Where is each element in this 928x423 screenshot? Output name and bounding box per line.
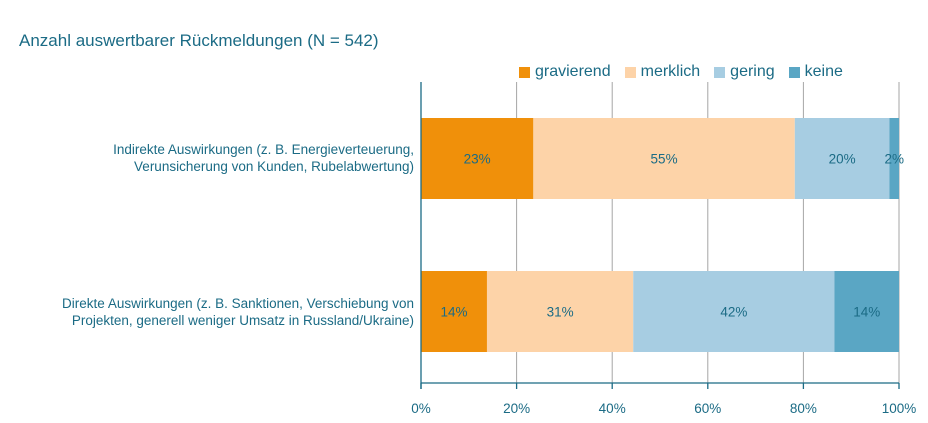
legend-swatch-keine [788, 66, 800, 78]
bar-merklich-1 [486, 271, 634, 352]
x-tick-label: 0% [411, 401, 431, 416]
x-tick-label: 40% [599, 401, 626, 416]
legend-item-gravierend: gravierend [519, 63, 611, 81]
legend-label-gering: gering [730, 63, 775, 80]
bar-merklich-0 [533, 118, 795, 199]
category-label-direct-line1: Direkte Auswirkungen (z. B. Sanktionen, … [62, 296, 414, 311]
chart-title: Anzahl auswertbarer Rückmeldungen (N = 5… [19, 31, 379, 50]
data-label-keine-0: 2% [884, 152, 904, 167]
legend-label-merklich: merklich [640, 63, 701, 80]
category-label-indirect-line1: Indirekte Auswirkungen (z. B. Energiever… [113, 142, 414, 157]
legend: gravierend merklich gering keine [519, 63, 843, 81]
data-label-gering-0: 20% [829, 152, 856, 167]
x-tick-label: 60% [694, 401, 721, 416]
legend-item-merklich: merklich [624, 63, 701, 81]
legend-label-gravierend: gravierend [535, 63, 611, 80]
category-label-indirect-line2: Verunsicherung von Kunden, Rubelabwertun… [134, 159, 414, 174]
legend-item-keine: keine [788, 63, 843, 81]
legend-label-keine: keine [804, 63, 843, 80]
data-label-gering-1: 42% [720, 305, 747, 320]
data-label-gravierend-0: 23% [464, 152, 491, 167]
data-label-merklich-1: 31% [547, 305, 574, 320]
bar-gravierend-0 [421, 118, 534, 199]
bar-keine-1 [834, 271, 899, 352]
bar-gering-0 [794, 118, 890, 199]
x-tick-label: 100% [882, 401, 917, 416]
bar-gering-1 [633, 271, 835, 352]
legend-swatch-merklich [624, 66, 636, 78]
x-tick-label: 20% [503, 401, 530, 416]
category-label-direct: Direkte Auswirkungen (z. B. Sanktionen, … [62, 295, 414, 329]
data-label-keine-1: 14% [853, 305, 880, 320]
x-tick-label: 80% [790, 401, 817, 416]
data-label-merklich-0: 55% [651, 152, 678, 167]
legend-swatch-gering [714, 66, 726, 78]
category-label-indirect: Indirekte Auswirkungen (z. B. Energiever… [113, 141, 414, 175]
legend-swatch-gravierend [519, 66, 530, 78]
data-label-gravierend-1: 14% [440, 305, 467, 320]
category-label-direct-line2: Projekten, generell weniger Umsatz in Ru… [71, 313, 414, 328]
legend-item-gering: gering [714, 63, 775, 81]
bar-keine-0 [889, 118, 899, 199]
bar-gravierend-1 [421, 271, 487, 352]
